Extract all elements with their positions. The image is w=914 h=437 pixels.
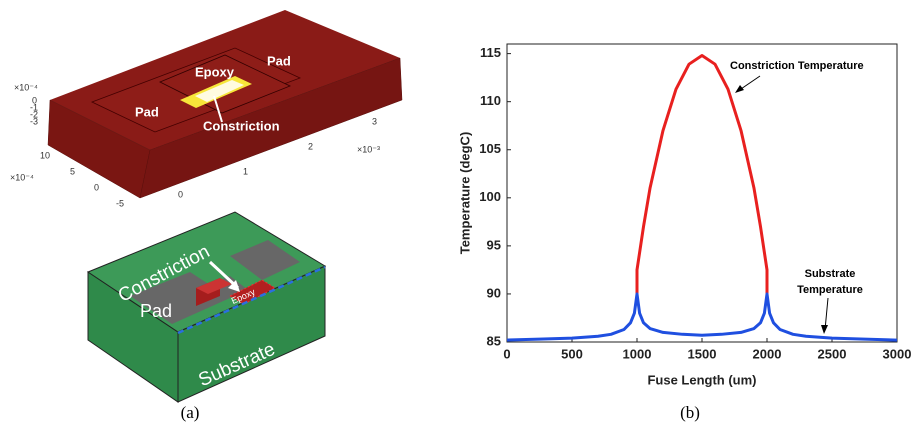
y-tick-label: 90: [487, 285, 501, 300]
arrow: [213, 95, 223, 123]
caption: (b): [680, 403, 700, 422]
caption: (a): [181, 403, 200, 422]
annotation: Constriction Temperature: [730, 60, 864, 72]
edge: [177, 265, 326, 335]
x-axis-label: Fuse Length (um): [647, 372, 756, 387]
annotation-arrow: [824, 297, 829, 331]
tick-label: 10: [40, 150, 50, 160]
tick-label: 3: [372, 116, 377, 126]
epoxy-block: [196, 278, 232, 294]
label: Pad: [140, 301, 172, 321]
tick-label: 1: [243, 166, 248, 176]
tick-label: -3: [30, 116, 38, 126]
label: Pad: [135, 104, 159, 119]
x-tick-label: 2500: [818, 346, 847, 361]
arrowhead: [821, 325, 828, 334]
tick-label: -5: [116, 198, 124, 208]
diagram: Constriction Pad Epoxy Substrate: [86, 211, 327, 403]
plot-frame: [506, 43, 898, 343]
tick-label: -2: [30, 109, 38, 119]
y-tick-label: 85: [487, 333, 501, 348]
tick-label: 0: [94, 182, 99, 192]
label: Constriction: [203, 118, 280, 133]
series-line: [506, 292, 898, 342]
x-tick-label: 1000: [623, 346, 652, 361]
slab-side: [139, 57, 403, 199]
y-tick-label: 100: [479, 189, 501, 204]
x-tick-label: 0: [503, 346, 510, 361]
tick-label: -1: [30, 102, 38, 112]
y-axis-label: Temperature (degC): [457, 132, 472, 255]
y-tick-label: 95: [487, 237, 501, 252]
y-tick-label: 110: [480, 93, 501, 108]
label: Pad: [267, 53, 291, 68]
constriction-core: [195, 80, 244, 102]
arrowhead: [228, 280, 240, 292]
arrowhead: [735, 85, 744, 93]
y-tick-label: 105: [479, 141, 501, 156]
tick-label: 0: [32, 95, 37, 105]
axis-exponent: ×10⁻⁴: [14, 82, 38, 92]
x-tick-label: 500: [561, 346, 583, 361]
annotation: Temperature: [797, 284, 863, 296]
tick-label: 2: [308, 141, 313, 151]
x-tick-label: 2000: [753, 346, 782, 361]
annotation: Substrate: [805, 268, 856, 280]
axis-exponent: ×10⁻⁴: [10, 172, 34, 182]
axis-exponent: ×10⁻³: [357, 144, 380, 154]
tick-label: 0: [178, 189, 183, 199]
pad: [230, 240, 300, 280]
x-tick-label: 1500: [688, 346, 717, 361]
label: Epoxy: [195, 64, 235, 79]
chart: Fuse Length (um) Temperature (degC) 0 500…: [457, 43, 912, 387]
y-tick-label: 115: [480, 45, 501, 60]
x-tick-label: 3000: [883, 346, 912, 361]
series-line: [635, 54, 769, 294]
tick-label: 5: [70, 166, 75, 176]
render: Epoxy Pad Pad Constriction ×10⁻⁴ 0 -1 -2…: [10, 10, 403, 208]
epoxy: [228, 279, 277, 305]
